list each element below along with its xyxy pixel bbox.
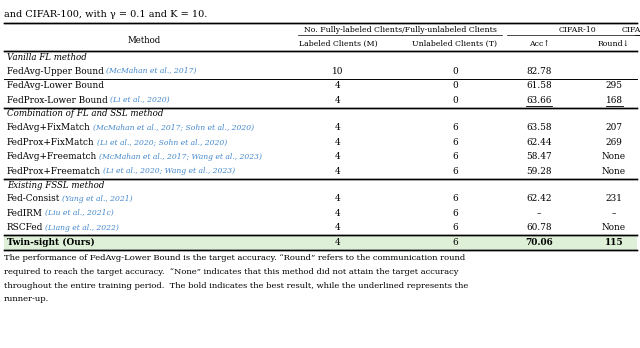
Text: 0: 0 xyxy=(452,96,458,105)
Text: 63.66: 63.66 xyxy=(526,96,552,105)
Text: Round↓: Round↓ xyxy=(598,40,630,48)
Text: Method: Method xyxy=(128,36,161,45)
Text: runner-up.: runner-up. xyxy=(4,295,49,303)
Text: The performance of FedAvg-Lower Bound is the target accuracy. “Round” refers to : The performance of FedAvg-Lower Bound is… xyxy=(4,254,465,262)
Text: (Liang et al., 2022): (Liang et al., 2022) xyxy=(45,224,119,232)
Text: 6: 6 xyxy=(452,209,458,218)
Text: 4: 4 xyxy=(335,167,341,176)
Text: FedProx+FixMatch: FedProx+FixMatch xyxy=(7,138,95,147)
Text: 6: 6 xyxy=(452,152,458,161)
Text: FedAvg+FixMatch: FedAvg+FixMatch xyxy=(7,123,91,132)
Text: 4: 4 xyxy=(335,96,341,105)
Text: None: None xyxy=(602,223,626,232)
Text: –: – xyxy=(612,209,616,218)
Text: 63.58: 63.58 xyxy=(526,123,552,132)
Text: 6: 6 xyxy=(452,238,458,247)
Text: 6: 6 xyxy=(452,194,458,203)
Text: 4: 4 xyxy=(335,223,341,232)
Text: 6: 6 xyxy=(452,138,458,147)
Text: No. Fully-labeled Clients/Fully-unlabeled Clients: No. Fully-labeled Clients/Fully-unlabele… xyxy=(303,26,497,34)
Text: (McMahan et al., 2017): (McMahan et al., 2017) xyxy=(106,67,196,75)
Text: Vanilla FL method: Vanilla FL method xyxy=(7,53,87,62)
Text: Labeled Clients (M): Labeled Clients (M) xyxy=(299,40,378,48)
Text: FedProx-Lower Bound: FedProx-Lower Bound xyxy=(7,96,108,105)
Text: 70.06: 70.06 xyxy=(525,238,553,247)
Text: (McMahan et al., 2017; Sohn et al., 2020): (McMahan et al., 2017; Sohn et al., 2020… xyxy=(93,124,254,132)
Text: 207: 207 xyxy=(605,123,623,132)
Text: RSCFed: RSCFed xyxy=(7,223,44,232)
Text: 62.42: 62.42 xyxy=(526,194,552,203)
Text: None: None xyxy=(602,152,626,161)
Text: 231: 231 xyxy=(605,194,623,203)
Text: Combination of FL and SSL method: Combination of FL and SSL method xyxy=(7,110,163,119)
Text: 59.28: 59.28 xyxy=(526,167,552,176)
Text: 82.78: 82.78 xyxy=(526,67,552,76)
Text: (Li et al., 2020; Sohn et al., 2020): (Li et al., 2020; Sohn et al., 2020) xyxy=(97,138,227,146)
Text: 10: 10 xyxy=(332,67,344,76)
Text: 6: 6 xyxy=(452,223,458,232)
Text: CIFAR-10: CIFAR-10 xyxy=(559,26,596,34)
Text: None: None xyxy=(602,167,626,176)
Text: 62.44: 62.44 xyxy=(526,138,552,147)
Text: 168: 168 xyxy=(605,96,623,105)
Text: 4: 4 xyxy=(335,123,341,132)
Text: required to reach the target accuracy.  “None” indicates that this method did no: required to reach the target accuracy. “… xyxy=(4,268,458,276)
Text: FedIRM: FedIRM xyxy=(7,209,43,218)
Text: Fed-Consist: Fed-Consist xyxy=(7,194,60,203)
Text: (Li et al., 2020): (Li et al., 2020) xyxy=(109,96,170,104)
Text: FedAvg+Freematch: FedAvg+Freematch xyxy=(7,152,97,161)
Text: FedAvg-Lower Bound: FedAvg-Lower Bound xyxy=(7,81,104,90)
Text: 0: 0 xyxy=(452,81,458,90)
Bar xyxy=(4,235,637,250)
Text: 58.47: 58.47 xyxy=(526,152,552,161)
Text: throughout the entire training period.  The bold indicates the best result, whil: throughout the entire training period. T… xyxy=(4,282,468,290)
Text: Twin-sight (Ours): Twin-sight (Ours) xyxy=(7,238,95,247)
Text: 295: 295 xyxy=(605,81,623,90)
Text: –: – xyxy=(537,209,541,218)
Text: 60.78: 60.78 xyxy=(526,223,552,232)
Text: CIFAR-100: CIFAR-100 xyxy=(622,26,640,34)
Text: (McMahan et al., 2017; Wang et al., 2023): (McMahan et al., 2017; Wang et al., 2023… xyxy=(99,153,262,161)
Text: (Yang et al., 2021): (Yang et al., 2021) xyxy=(62,195,133,203)
Text: 4: 4 xyxy=(335,152,341,161)
Text: 61.58: 61.58 xyxy=(526,81,552,90)
Text: 4: 4 xyxy=(335,81,341,90)
Text: 4: 4 xyxy=(335,194,341,203)
Text: (Liu et al., 2021c): (Liu et al., 2021c) xyxy=(45,209,114,217)
Text: 269: 269 xyxy=(605,138,623,147)
Text: Existing FSSL method: Existing FSSL method xyxy=(7,181,104,190)
Text: 6: 6 xyxy=(452,167,458,176)
Text: 115: 115 xyxy=(605,238,623,247)
Text: FedAvg-Upper Bound: FedAvg-Upper Bound xyxy=(7,67,104,76)
Text: 4: 4 xyxy=(335,138,341,147)
Text: FedProx+Freematch: FedProx+Freematch xyxy=(7,167,101,176)
Text: 4: 4 xyxy=(335,238,341,247)
Text: and CIFAR-100, with γ = 0.1 and K = 10.: and CIFAR-100, with γ = 0.1 and K = 10. xyxy=(4,10,207,19)
Text: 4: 4 xyxy=(335,209,341,218)
Text: 0: 0 xyxy=(452,67,458,76)
Text: 6: 6 xyxy=(452,123,458,132)
Text: (Li et al., 2020; Wang et al., 2023): (Li et al., 2020; Wang et al., 2023) xyxy=(103,167,236,175)
Text: Acc↑: Acc↑ xyxy=(529,40,549,48)
Text: Unlabeled Clients (T): Unlabeled Clients (T) xyxy=(413,40,497,48)
